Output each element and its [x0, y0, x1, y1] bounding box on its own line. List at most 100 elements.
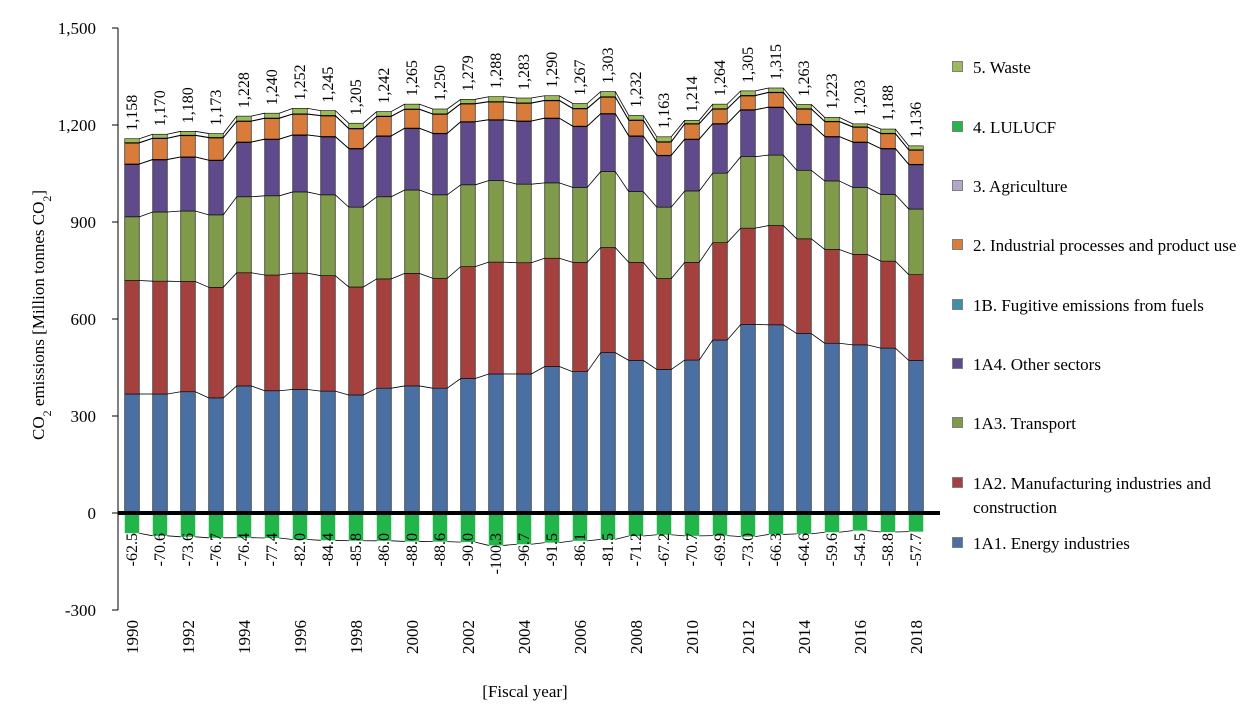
lulucf-bar — [488, 513, 504, 546]
bar-segment — [348, 394, 364, 514]
bar-segment — [852, 344, 868, 514]
series-connector — [810, 108, 826, 122]
bar-segment — [124, 138, 140, 143]
bar-segment — [292, 134, 308, 193]
series-connector — [586, 113, 602, 127]
series-connector — [503, 96, 517, 99]
bar-segment — [880, 128, 896, 134]
lulucf-label: -64.6 — [796, 533, 813, 566]
legend-label: 4. LULUCF — [973, 118, 1057, 137]
bar-segment — [348, 286, 364, 396]
lulucf-bar — [572, 513, 588, 541]
series-connector — [726, 156, 742, 174]
bar-segment — [320, 390, 336, 514]
bar-segment — [460, 184, 476, 267]
series-connector — [531, 95, 545, 99]
series-connector — [307, 107, 321, 112]
bar-segment — [376, 135, 392, 198]
series-connector — [195, 391, 209, 399]
bar-segment — [572, 108, 588, 127]
bar-segment — [460, 378, 476, 514]
series-connector — [894, 128, 910, 147]
series-connector — [839, 342, 853, 346]
series-connector — [447, 378, 461, 389]
series-connector — [222, 196, 238, 216]
bar-segment — [740, 90, 756, 96]
bar-segment — [572, 103, 588, 109]
series-connector — [307, 113, 321, 116]
bar-segment — [264, 274, 280, 392]
series-connector — [475, 180, 489, 186]
bar-segment — [264, 138, 280, 197]
bar-segment — [208, 159, 224, 216]
bar-segment — [180, 131, 196, 136]
bar-segment — [376, 278, 392, 389]
lulucf-label: -62.5 — [124, 533, 141, 566]
bar-segment — [656, 206, 672, 279]
bar-segment — [740, 156, 756, 229]
lulucf-label: -86.0 — [376, 533, 393, 566]
series-connector — [586, 171, 602, 188]
bar-segment — [516, 97, 532, 104]
lulucf-label: -57.7 — [908, 533, 925, 566]
total-label: 1,188 — [880, 85, 897, 121]
bar-segment — [712, 108, 728, 124]
lulucf-connector — [783, 533, 797, 535]
series-connector — [670, 190, 686, 208]
bar-segment — [264, 390, 280, 514]
total-label: 1,223 — [824, 73, 841, 109]
series-connector — [139, 280, 153, 282]
bar-segment — [208, 287, 224, 399]
lulucf-label: -86.1 — [572, 533, 589, 566]
series-connector — [362, 115, 378, 129]
series-connector — [139, 137, 153, 144]
series-connector — [755, 225, 769, 229]
series-connector — [726, 227, 742, 243]
lulucf-bar — [236, 513, 252, 538]
legend-item: 5. Waste — [952, 56, 1253, 80]
lulucf-bar — [768, 513, 784, 535]
bar-segment — [684, 359, 700, 514]
lulucf-connector — [503, 543, 517, 546]
lulucf-connector — [867, 530, 881, 533]
bar-segment — [236, 141, 252, 198]
bar-segment — [712, 123, 728, 174]
series-connector — [334, 275, 350, 288]
bar-segment — [488, 261, 504, 375]
bar-segment — [460, 98, 476, 104]
total-label: 1,283 — [516, 54, 533, 90]
series-connector — [839, 117, 853, 125]
series-connector — [811, 169, 825, 182]
series-connector — [307, 272, 321, 277]
series-connector — [698, 339, 714, 361]
series-connector — [559, 95, 573, 104]
series-connector — [559, 366, 573, 373]
legend-item: 3. Agriculture — [952, 175, 1253, 199]
lulucf-label: -59.6 — [824, 533, 841, 566]
total-label: 1,315 — [768, 44, 785, 80]
bar-segment — [180, 391, 196, 514]
bar-segment — [292, 113, 308, 136]
lulucf-bar — [684, 513, 700, 536]
lulucf-bar — [740, 513, 756, 537]
x-tick-label: 1998 — [347, 620, 366, 654]
bar-segment — [740, 95, 756, 110]
series-connector — [867, 126, 881, 134]
bar-segment — [852, 187, 868, 255]
bar-segment — [432, 113, 448, 134]
bar-segment — [292, 389, 308, 514]
bar-segment — [264, 112, 280, 119]
total-label: 1,170 — [152, 90, 169, 126]
y-tick-label: 1,200 — [58, 116, 96, 135]
series-connector — [755, 154, 769, 158]
x-tick-label: 2004 — [515, 620, 534, 655]
series-connector — [811, 333, 825, 344]
bar-segment — [544, 100, 560, 119]
lulucf-label: -70.7 — [684, 533, 701, 566]
bar-segment — [404, 273, 420, 387]
series-connector — [503, 180, 517, 185]
y-axis-title: CO2 emissions [Million tonnes CO2] — [29, 190, 54, 440]
bar-segment — [488, 180, 504, 263]
bar-segment — [432, 387, 448, 514]
bar-segment — [600, 171, 616, 248]
